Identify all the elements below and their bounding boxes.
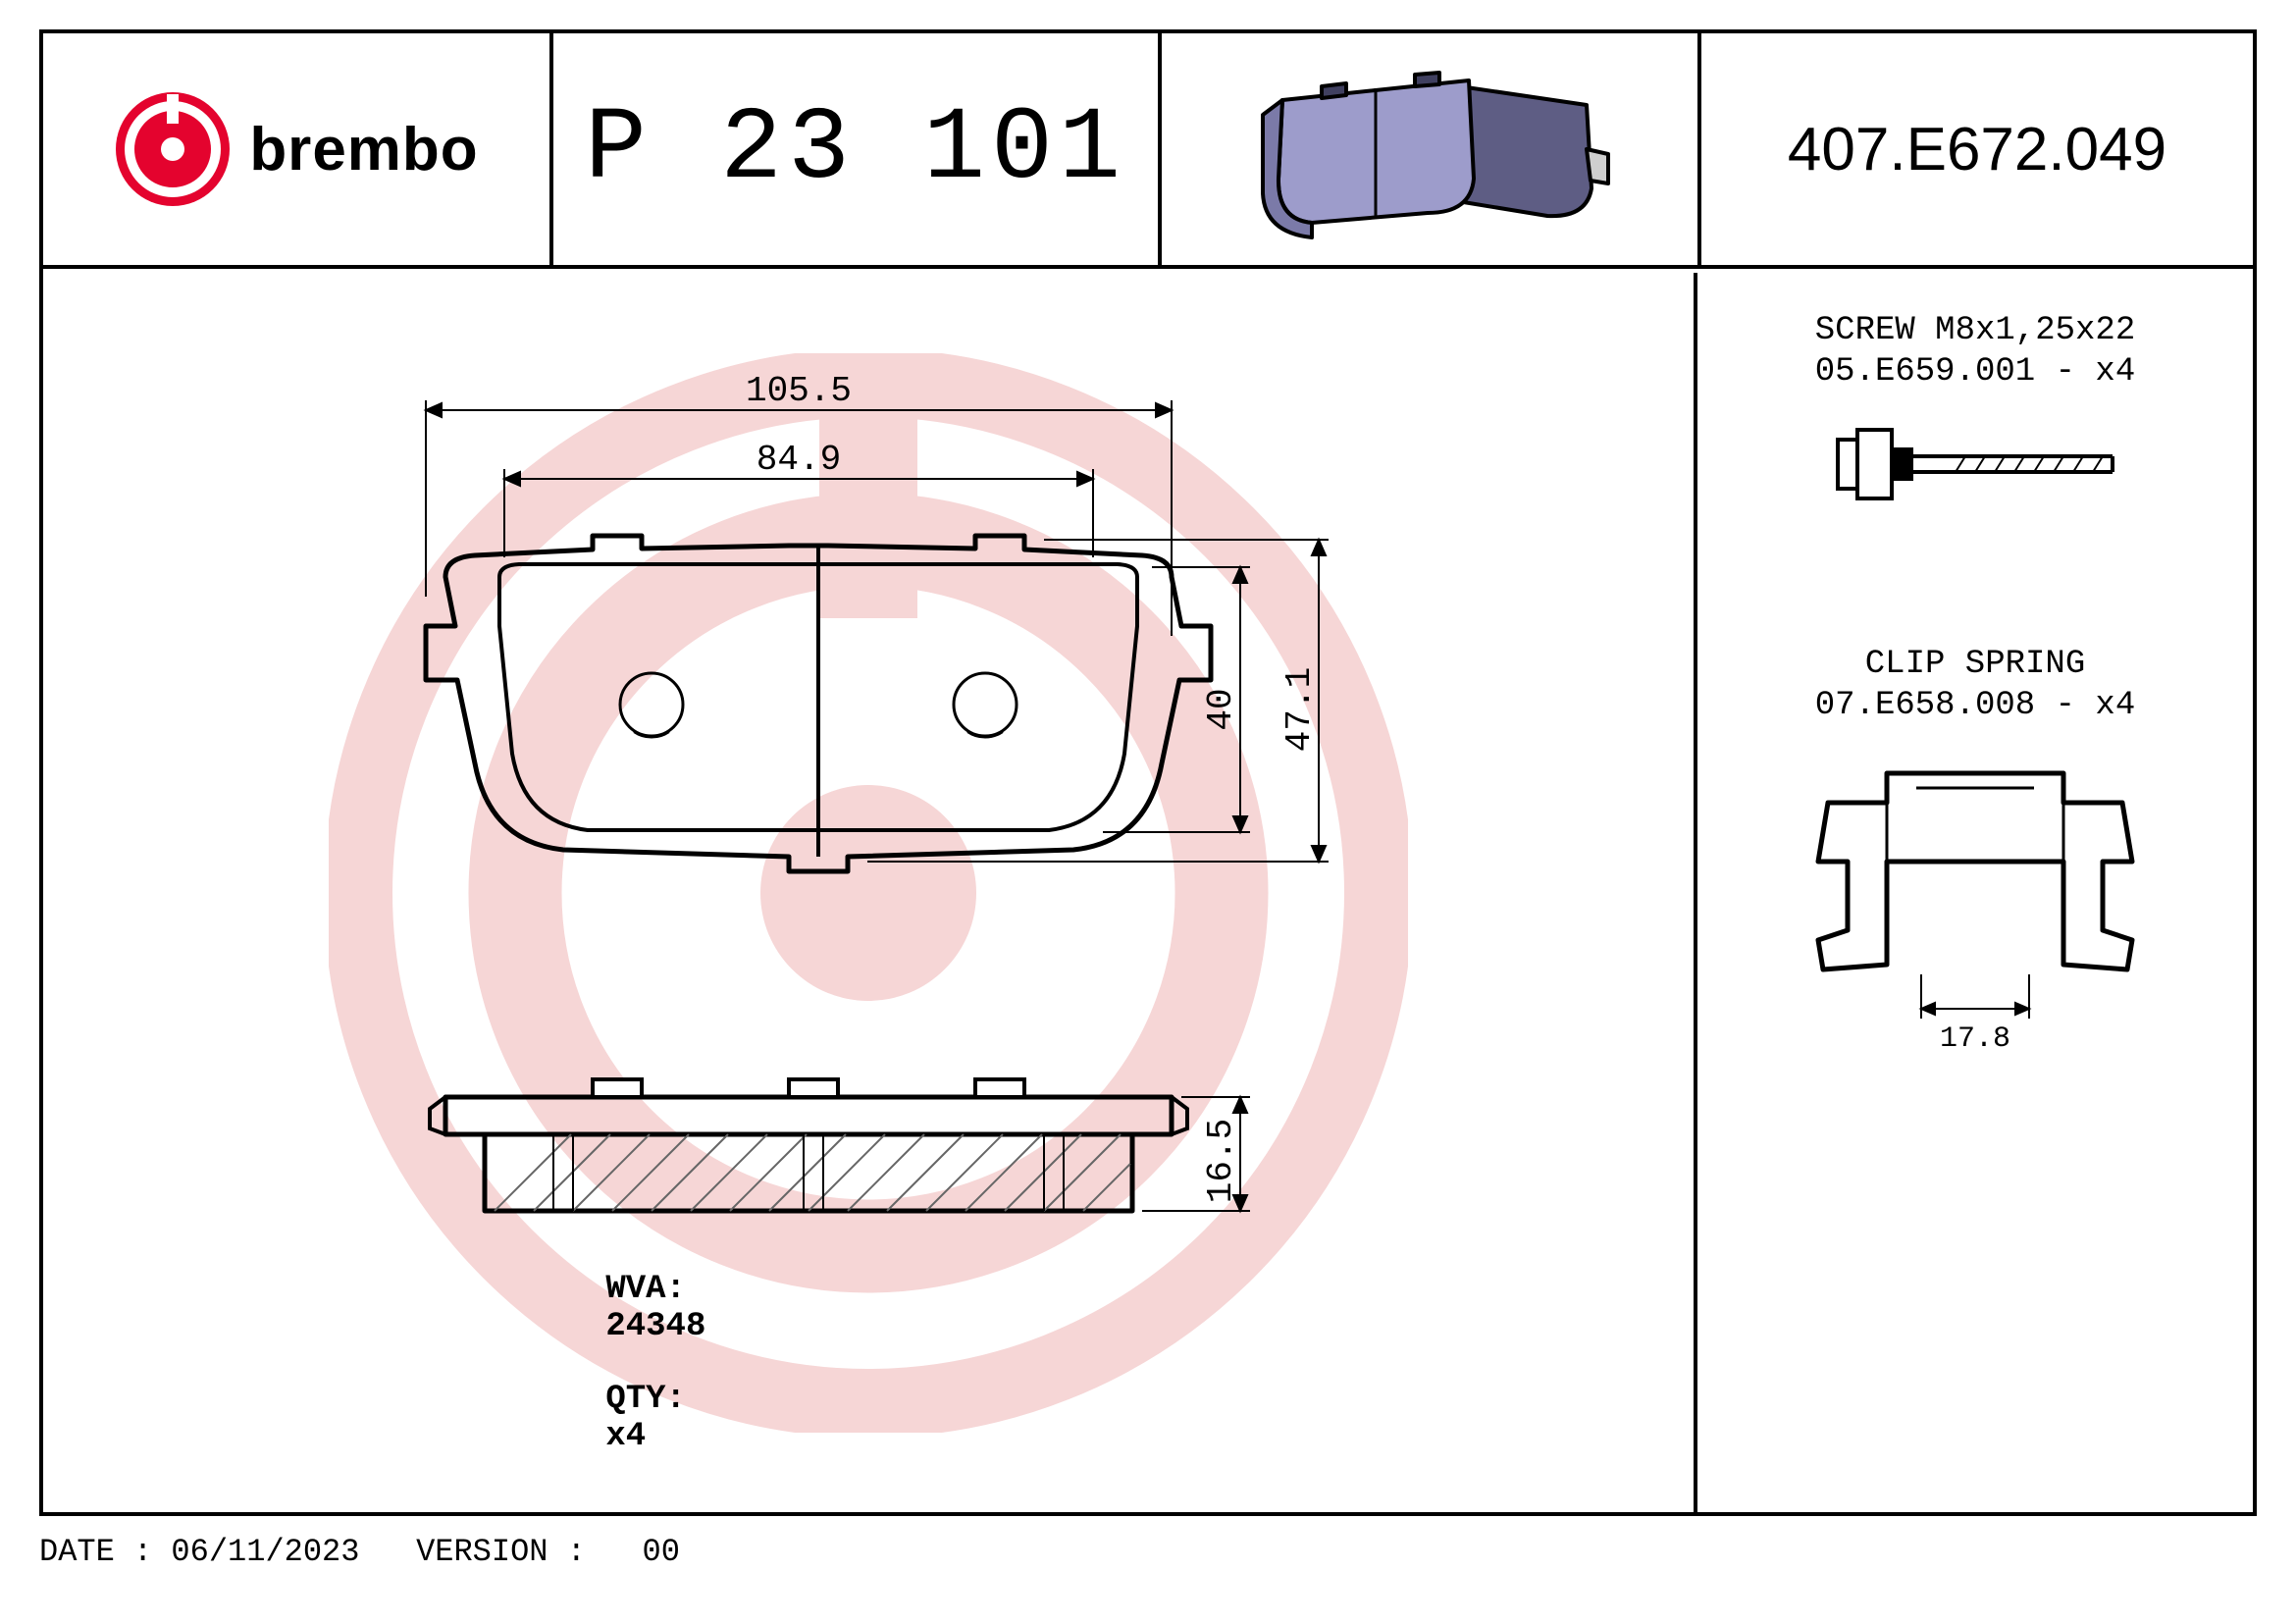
dim-width-outer: 105.5 [746,371,852,411]
part-number-cell: P 23 101 [553,33,1162,265]
footer-version-label: VERSION : [416,1534,586,1570]
ref-number: 407.E672.049 [1788,115,2166,184]
wva-value: 24348 [605,1308,705,1345]
accessory-clip: CLIP SPRING 07.E658.008 - x4 [1697,646,2253,1058]
footer: DATE : 06/11/2023 VERSION : 00 [39,1534,680,1570]
brand-logo: brembo [114,90,478,208]
clip-code: 07.E658.008 - x4 [1697,687,2253,724]
dim-thickness: 16.5 [1201,1119,1241,1203]
brembo-disc-icon [114,90,232,208]
body-row: 105.5 84.9 [43,273,2253,1512]
wva-label: WVA: [605,1271,686,1308]
brand-cell: brembo [43,33,553,265]
part-number: P 23 101 [585,91,1126,208]
dim-height-outer: 47.1 [1279,667,1320,752]
spec-block: WVA: 24348 QTY: x4 [553,1253,705,1473]
footer-version-value: 00 [643,1534,680,1570]
header-row: brembo P 23 101 [43,33,2253,269]
screw-title: SCREW M8x1,25x22 [1697,312,2253,349]
brand-name: brembo [249,115,478,184]
drawing-frame: brembo P 23 101 [39,29,2257,1516]
ref-number-cell: 407.E672.049 [1701,33,2253,265]
front-view: 105.5 84.9 [298,332,1378,940]
dim-height-inner: 40 [1201,688,1241,730]
side-view: 16.5 [298,1038,1378,1293]
accessory-screw: SCREW M8x1,25x22 05.E659.001 - x4 [1697,312,2253,518]
clip-title: CLIP SPRING [1697,646,2253,683]
footer-date-label: DATE : [39,1534,152,1570]
sheet: brembo P 23 101 [0,0,2296,1624]
qty-label: QTY: [605,1381,686,1418]
footer-date-value: 06/11/2023 [171,1534,359,1570]
clip-spring-icon: 17.8 [1769,744,2181,1058]
qty-value: x4 [605,1418,646,1455]
product-thumb-cell [1162,33,1701,265]
screw-icon [1799,410,2152,518]
accessories-panel: SCREW M8x1,25x22 05.E659.001 - x4 [1694,273,2253,1512]
dim-clip-width: 17.8 [1940,1022,2010,1056]
dim-width-inner: 84.9 [757,440,841,480]
pad-3d-icon [1243,51,1616,247]
main-drawing-area: 105.5 84.9 [43,273,1694,1512]
screw-code: 05.E659.001 - x4 [1697,353,2253,391]
